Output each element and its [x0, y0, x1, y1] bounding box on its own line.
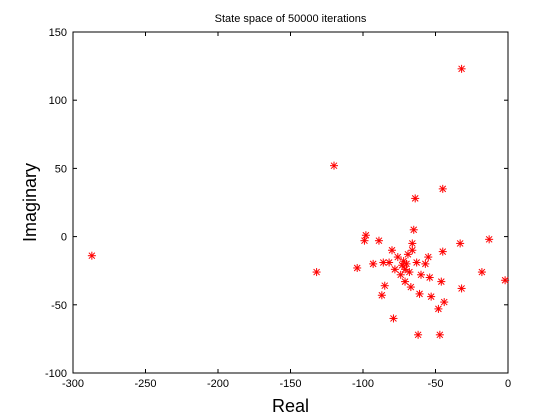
data-point [402, 259, 411, 268]
data-point [405, 268, 414, 277]
plot-frame [72, 31, 509, 374]
data-point [380, 281, 389, 290]
chart-title: State space of 50000 iterations [215, 13, 367, 25]
data-point [406, 283, 415, 292]
data-point [501, 276, 510, 285]
data-point [408, 239, 417, 248]
data-point [374, 236, 383, 245]
data-point [417, 270, 425, 279]
y-tick-label: 0 [61, 232, 67, 244]
x-tick-label: -300 [62, 378, 84, 390]
x-tick-label: -150 [279, 378, 301, 390]
x-axis-ticks: -300 -250 -200 -150 -100 -50 0 [62, 32, 511, 390]
y-tick-label: -50 [51, 300, 67, 312]
y-axis-label: Imaginary [20, 163, 40, 242]
data-point [396, 270, 405, 279]
x-tick-label: -200 [207, 378, 229, 390]
data-point [393, 253, 402, 262]
data-point [401, 265, 410, 274]
data-point [435, 330, 444, 339]
data-point [411, 194, 420, 203]
x-tick-label: 0 [505, 378, 511, 390]
data-point [385, 258, 394, 267]
x-tick-label: -50 [428, 378, 444, 390]
x-axis-label: Real [272, 396, 309, 416]
data-point [421, 259, 430, 268]
data-point [377, 291, 386, 300]
data-point [457, 64, 466, 73]
data-point [361, 231, 370, 240]
data-point [312, 268, 321, 277]
x-tick-label: -100 [352, 378, 374, 390]
data-point [408, 246, 417, 255]
y-tick-label: 150 [49, 27, 67, 39]
data-point [360, 236, 369, 245]
data-point [412, 258, 421, 267]
data-point [427, 292, 436, 301]
data-point [425, 273, 434, 282]
data-points [87, 64, 510, 339]
data-point [477, 268, 486, 277]
data-point [414, 330, 423, 339]
plot-area [72, 31, 509, 374]
data-point [330, 161, 338, 170]
data-point [409, 225, 418, 234]
data-point [434, 304, 443, 313]
x-tick-label: -250 [134, 378, 156, 390]
data-point [415, 289, 424, 298]
data-point [353, 263, 362, 272]
data-point [388, 246, 396, 255]
data-point [390, 265, 399, 274]
y-axis-ticks: -100 -50 0 50 100 150 [45, 27, 508, 380]
data-point [87, 251, 96, 260]
data-point [438, 184, 447, 193]
data-point [369, 259, 378, 268]
data-point [456, 239, 465, 248]
y-tick-label: 50 [55, 163, 67, 175]
y-tick-label: -100 [45, 368, 67, 380]
data-point [457, 284, 466, 293]
data-point [401, 277, 410, 286]
data-point [389, 314, 398, 323]
data-point [440, 298, 449, 307]
data-point [424, 253, 433, 262]
data-point [485, 235, 494, 244]
data-point [438, 247, 447, 256]
data-point [437, 277, 446, 286]
y-tick-label: 100 [49, 95, 67, 107]
